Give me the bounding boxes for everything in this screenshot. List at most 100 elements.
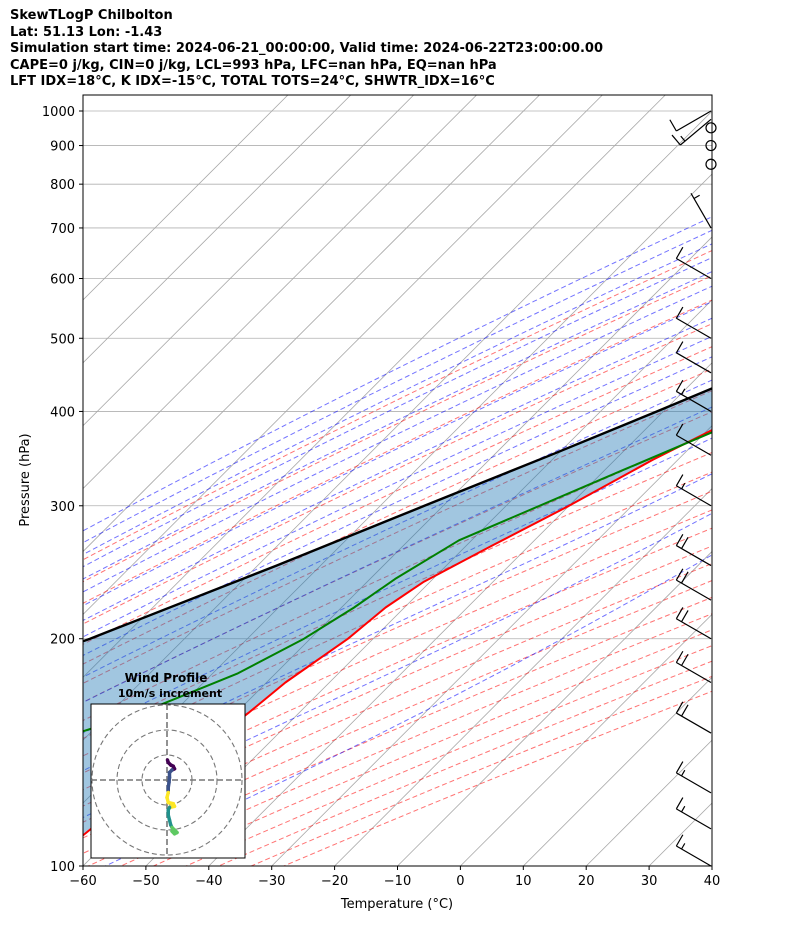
barb-shaft bbox=[676, 712, 712, 734]
barb-shaft bbox=[676, 808, 712, 830]
x-tick-label: 20 bbox=[578, 874, 595, 889]
y-tick-label: 200 bbox=[50, 633, 75, 648]
inset-subtitle: 10m/s increment bbox=[118, 687, 222, 700]
x-tick-label: 0 bbox=[456, 874, 464, 889]
barb-flag bbox=[675, 246, 684, 259]
dry-adiabat bbox=[83, 509, 712, 791]
wind-barb bbox=[675, 474, 712, 507]
barb-flag bbox=[675, 306, 684, 319]
moist-adiabat bbox=[83, 473, 712, 772]
y-axis-label: Pressure (hPa) bbox=[18, 433, 33, 526]
wind-barb bbox=[675, 379, 712, 412]
cape-line: CAPE=0 j/kg, CIN=0 j/kg, LCL=993 hPa, LF… bbox=[10, 57, 497, 73]
y-tick-label: 900 bbox=[50, 140, 75, 155]
dry-adiabat bbox=[83, 527, 712, 807]
wind-barb bbox=[705, 158, 717, 170]
x-tick-label: −10 bbox=[384, 874, 411, 889]
y-tick-label: 700 bbox=[50, 222, 75, 237]
wind-profile-inset: Wind Profile 10m/s increment bbox=[90, 671, 246, 859]
wind-barb bbox=[671, 118, 712, 146]
calm-circle bbox=[705, 139, 717, 152]
inset-trace bbox=[170, 829, 177, 836]
isotherm bbox=[271, 425, 712, 866]
wind-barb bbox=[675, 650, 712, 684]
x-tick-label: −50 bbox=[132, 874, 159, 889]
y-tick-label: 1000 bbox=[42, 105, 75, 120]
wind-barb bbox=[675, 834, 712, 867]
barb-shaft bbox=[676, 661, 712, 684]
barb-shaft bbox=[676, 845, 712, 867]
barb-half-flag bbox=[680, 135, 686, 142]
barb-flag bbox=[675, 533, 684, 546]
moist-adiabat bbox=[83, 285, 712, 593]
isotherm bbox=[460, 613, 712, 866]
wind-barb bbox=[675, 761, 712, 794]
moist-adiabat bbox=[83, 271, 712, 580]
isotherm bbox=[208, 362, 712, 866]
barb-shaft bbox=[679, 118, 712, 146]
isotherm bbox=[83, 95, 352, 364]
barb-flag bbox=[669, 119, 677, 132]
moist-adiabat bbox=[83, 437, 712, 734]
barb-shaft bbox=[676, 618, 712, 640]
y-tick-label: 300 bbox=[50, 500, 75, 515]
calm-circle bbox=[705, 158, 717, 170]
barb-flag bbox=[681, 571, 689, 584]
isotherm bbox=[83, 95, 414, 427]
barb-flag bbox=[675, 834, 684, 847]
barb-shaft bbox=[676, 257, 712, 280]
barb-shaft bbox=[676, 390, 712, 412]
barb-flag bbox=[681, 536, 689, 549]
barb-half-flag bbox=[681, 805, 686, 813]
y-tick-label: 500 bbox=[50, 332, 75, 347]
dewpoint-line bbox=[83, 431, 712, 733]
barb-half-flag bbox=[681, 388, 686, 395]
wind-barb bbox=[675, 423, 712, 456]
time-line: Simulation start time: 2024-06-21_00:00:… bbox=[10, 41, 603, 56]
chart-title: SkewTLogP Chilbolton bbox=[10, 8, 173, 23]
wind-barb bbox=[675, 797, 712, 830]
dry-adiabat bbox=[83, 451, 712, 739]
x-tick-label: −20 bbox=[321, 874, 348, 889]
x-tick-label: −60 bbox=[69, 874, 96, 889]
barb-flag bbox=[681, 653, 689, 666]
y-tick-label: 800 bbox=[50, 178, 75, 193]
x-tick-label: −30 bbox=[258, 874, 285, 889]
profile-lines bbox=[83, 387, 712, 837]
isotherm bbox=[397, 550, 712, 866]
temperature-line bbox=[83, 429, 712, 837]
barb-flag bbox=[675, 379, 684, 392]
wind-barb bbox=[669, 110, 712, 132]
barb-half-flag bbox=[681, 482, 686, 490]
barb-shaft bbox=[676, 485, 712, 507]
wind-barb bbox=[675, 341, 712, 374]
wind-barb bbox=[705, 139, 717, 152]
grid-lines bbox=[83, 95, 712, 866]
barb-flag bbox=[675, 797, 684, 810]
x-tick-label: 30 bbox=[641, 874, 658, 889]
x-axis: −60 −50 −40 −30 −20 −10 0 10 20 30 40 bbox=[69, 866, 720, 889]
wind-barb bbox=[675, 701, 712, 734]
y-tick-label: 600 bbox=[50, 272, 75, 287]
dry-adiabat bbox=[83, 411, 712, 703]
barb-flag bbox=[681, 610, 689, 623]
calm-circle bbox=[705, 122, 717, 134]
moist-adiabat bbox=[83, 301, 712, 607]
barb-flag bbox=[675, 650, 684, 663]
moist-adiabat bbox=[83, 229, 712, 544]
x-tick-label: 40 bbox=[704, 874, 721, 889]
isotherm bbox=[711, 865, 712, 866]
inset-content bbox=[91, 704, 245, 858]
moist-adiabat bbox=[83, 317, 712, 622]
isotherm bbox=[83, 95, 477, 490]
isotherm bbox=[145, 299, 712, 866]
dry-adiabat bbox=[83, 490, 712, 774]
y-axis: 1000 900 800 700 600 500 400 300 200 100 bbox=[42, 105, 83, 875]
wind-barb bbox=[675, 607, 712, 640]
isotherm bbox=[83, 95, 540, 553]
moist-adiabat bbox=[83, 379, 712, 678]
barb-shaft bbox=[676, 317, 712, 339]
wind-barb bbox=[675, 568, 712, 601]
isotherm bbox=[83, 95, 603, 615]
